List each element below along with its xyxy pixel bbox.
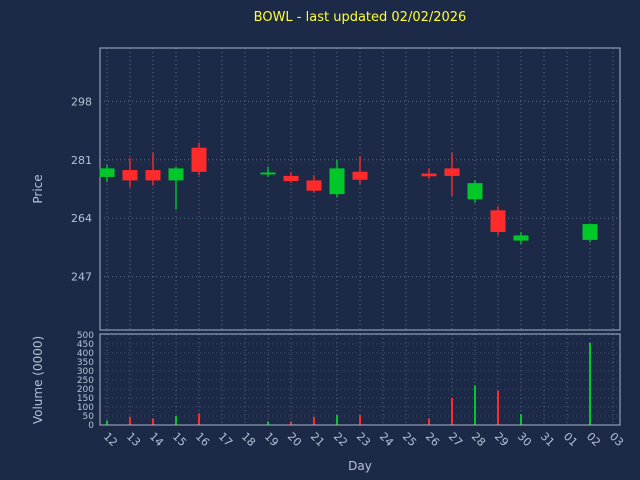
candle-body [283,175,299,182]
x-tick-label: 17 [216,430,235,449]
price-tick-label: 264 [71,212,92,225]
candle-body [352,171,368,180]
volume-tick-label: 50 [83,412,95,422]
volume-tick-label: 350 [77,358,94,368]
volume-tick-label: 200 [77,385,94,395]
candle-body [421,173,437,177]
price-tick-label: 298 [71,95,92,108]
volume-axis-label: Volume (0000) [31,335,45,425]
candle-body [191,147,207,172]
candle-body [99,168,115,177]
volume-tick-label: 400 [77,349,94,359]
volume-tick-label: 500 [77,331,94,341]
x-tick-label: 19 [262,430,281,449]
volume-tick-label: 300 [77,367,94,377]
candle-body [513,235,529,241]
volume-tick-label: 250 [77,376,94,386]
volume-tick-label: 150 [77,394,94,404]
x-tick-label: 22 [331,430,350,449]
volume-panel-border [99,333,621,426]
x-tick-label: 12 [101,430,120,449]
volume-tick-label: 100 [77,403,94,413]
x-tick-label: 23 [354,430,373,449]
chart-title: BOWL - last updated 02/02/2026 [0,10,640,25]
day-axis-label: Day [348,459,372,473]
x-tick-label: 20 [285,430,304,449]
candle-body [467,183,483,200]
candle-body [444,168,460,176]
x-tick-label: 18 [239,430,258,449]
candle-body [490,210,506,232]
candle-body [329,168,345,195]
price-axis-label: Price [31,174,45,204]
candle-body [306,180,322,191]
price-tick-label: 247 [71,271,92,284]
x-tick-label: 21 [308,430,327,449]
x-tick-label: 24 [377,430,396,449]
volume-tick-label: 450 [77,340,94,350]
x-tick-label: 15 [170,430,189,449]
x-tick-label: 16 [193,430,212,449]
x-tick-label: 01 [561,430,580,449]
x-tick-label: 14 [147,430,166,449]
x-tick-label: 26 [423,430,442,449]
candle-body [145,170,161,181]
candle-body [582,224,598,240]
x-tick-label: 29 [492,430,511,449]
candle-body [122,170,138,181]
x-tick-label: 31 [538,430,557,449]
x-tick-label: 27 [446,430,465,449]
x-tick-label: 03 [607,430,626,449]
x-tick-label: 13 [124,430,143,449]
price-panel-border [99,47,621,331]
x-tick-label: 28 [469,430,488,449]
volume-tick-label: 0 [88,421,94,431]
candle-body [260,172,276,175]
chart-title-text: BOWL - last updated 02/02/2026 [253,10,467,25]
x-tick-label: 02 [584,430,603,449]
price-tick-label: 281 [71,154,92,167]
x-tick-label: 25 [400,430,419,449]
x-tick-label: 30 [515,430,534,449]
candle-body [168,168,184,181]
